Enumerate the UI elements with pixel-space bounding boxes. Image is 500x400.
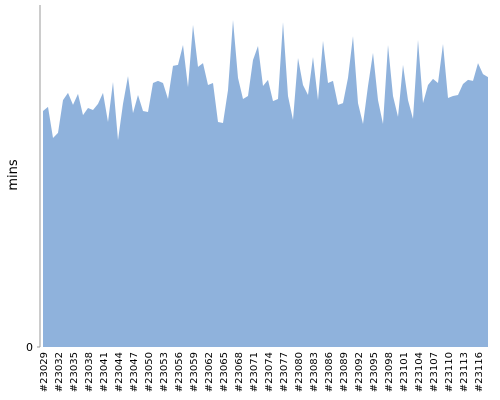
x-tick-label: #23068: [234, 352, 245, 392]
x-tick-label: #23092: [354, 352, 365, 392]
x-tick-label: #23053: [159, 352, 170, 392]
x-tick-label: #23056: [174, 352, 185, 392]
x-tick-label: #23101: [399, 352, 410, 392]
x-tick-label: #23116: [474, 352, 485, 392]
x-tick-label: #23065: [219, 352, 230, 392]
x-tick-label: #23098: [384, 352, 395, 392]
x-tick-label: #23113: [459, 352, 470, 392]
x-tick-label: #23071: [249, 352, 260, 392]
x-tick-label: #23083: [309, 352, 320, 392]
x-tick-label: #23029: [39, 352, 50, 392]
area: [43, 20, 488, 347]
x-tick-label: #23110: [444, 352, 455, 392]
x-tick-label: #23080: [294, 352, 305, 392]
x-tick-label: #23032: [54, 352, 65, 392]
x-tick-label: #23047: [129, 352, 140, 392]
x-tick-label: #23059: [189, 352, 200, 392]
x-tick-label: #23050: [144, 352, 155, 392]
x-tick-label: #23107: [429, 352, 440, 392]
x-tick-label: #23077: [279, 352, 290, 392]
x-tick-label: #23041: [99, 352, 110, 392]
x-tick-label: #23089: [339, 352, 350, 392]
x-tick-label: #23104: [414, 352, 425, 392]
x-tick-label: #23038: [84, 352, 95, 392]
x-tick-label: #23044: [114, 352, 125, 392]
x-tick-label: #23062: [204, 352, 215, 392]
x-tick-label: #23086: [324, 352, 335, 392]
x-tick-label: #23035: [69, 352, 80, 392]
x-tick-label: #23074: [264, 352, 275, 392]
y-axis-label: mins: [6, 159, 21, 191]
x-tick-label: #23095: [369, 352, 380, 392]
y-tick-label: 0: [26, 341, 33, 354]
